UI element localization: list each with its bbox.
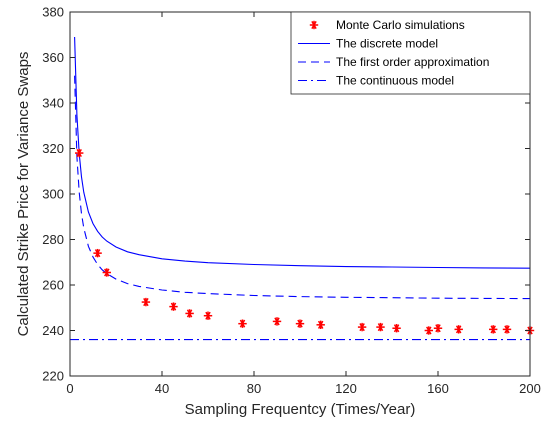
y-tick-label: 280 bbox=[42, 232, 64, 247]
scatter-point bbox=[75, 148, 84, 158]
scatter-point bbox=[357, 322, 367, 332]
scatter-point bbox=[169, 302, 178, 311]
scatter-point bbox=[316, 320, 325, 330]
scatter-point bbox=[272, 317, 282, 326]
x-tick-label: 160 bbox=[427, 381, 449, 396]
y-tick-label: 220 bbox=[42, 369, 64, 384]
scatter-point bbox=[392, 324, 401, 333]
scatter-point bbox=[238, 319, 247, 328]
legend: Monte Carlo simulations The discrete mode… bbox=[290, 11, 531, 95]
x-tick-label: 200 bbox=[519, 381, 541, 396]
scatter-point bbox=[502, 325, 512, 334]
scatter-point bbox=[433, 324, 443, 333]
scatter-point bbox=[93, 248, 102, 258]
y-tick-label: 300 bbox=[42, 187, 64, 202]
plot-layer bbox=[70, 36, 535, 341]
legend-label: The first order approximation bbox=[336, 55, 489, 69]
series-line-the-first-order-approximation bbox=[74, 75, 531, 300]
scatter-point bbox=[489, 325, 498, 334]
legend-label: The discrete model bbox=[336, 37, 438, 51]
y-tick-label: 380 bbox=[42, 5, 64, 20]
legend-swatch-marker bbox=[309, 20, 319, 30]
scatter-point bbox=[376, 322, 385, 332]
scatter-point bbox=[454, 325, 463, 334]
scatter-point bbox=[424, 326, 433, 335]
x-tick-label: 0 bbox=[66, 381, 73, 396]
scatter-point bbox=[102, 268, 111, 277]
scatter-point bbox=[185, 309, 194, 318]
legend-label: The continuous model bbox=[336, 74, 454, 88]
y-tick-label: 260 bbox=[42, 278, 64, 293]
y-tick-label: 320 bbox=[42, 141, 64, 156]
legend-label: Monte Carlo simulations bbox=[336, 18, 465, 32]
x-tick-label: 80 bbox=[247, 381, 261, 396]
series-line-the-discrete-model bbox=[74, 36, 531, 269]
ticks-layer: 0 40 80 120 160 200 220 240 260 280 300 320 340 360 38… bbox=[42, 5, 541, 397]
x-axis-label: Sampling Frequentcy (Times/Year) bbox=[185, 401, 416, 418]
x-tick-label: 120 bbox=[335, 381, 357, 396]
y-tick-label: 340 bbox=[42, 96, 64, 111]
legend-item-the-first-order-approximation: The first order approximation bbox=[298, 55, 489, 69]
legend-item-monte-carlo-simulations: Monte Carlo simulations bbox=[309, 18, 465, 32]
scatter-point bbox=[203, 311, 213, 320]
x-tick-label: 40 bbox=[155, 381, 169, 396]
y-tick-label: 360 bbox=[42, 50, 64, 65]
scatter-point bbox=[141, 297, 151, 307]
y-tick-label: 240 bbox=[42, 323, 64, 338]
legend-item-the-continuous-model: The continuous model bbox=[298, 74, 454, 88]
legend-box bbox=[290, 11, 531, 95]
scatter-point bbox=[295, 319, 305, 328]
legend-item-the-discrete-model: The discrete model bbox=[298, 37, 438, 51]
y-axis-label: Calculated Strike Price for Variance Swa… bbox=[15, 52, 32, 337]
